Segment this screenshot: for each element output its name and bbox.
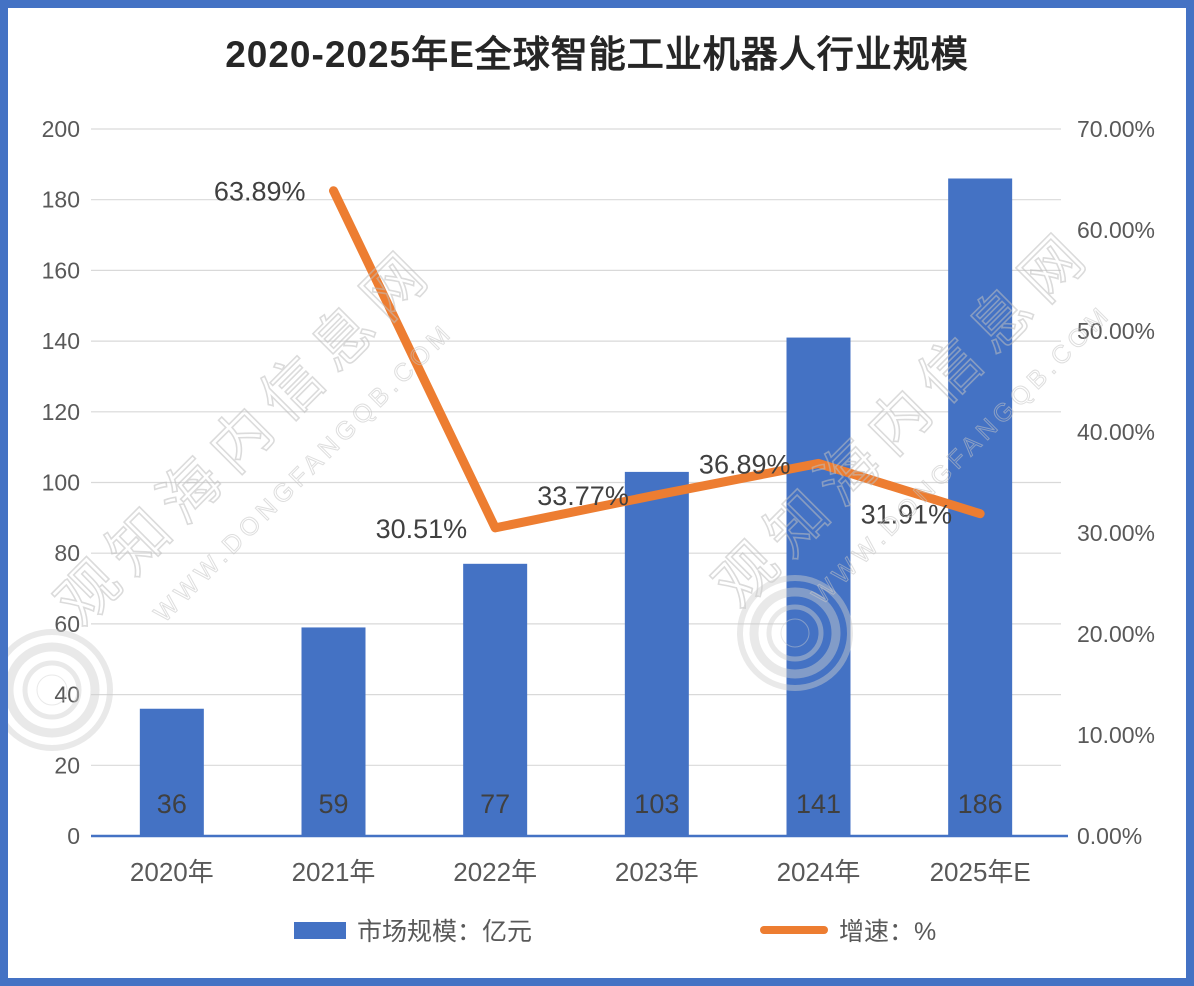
growth-rate-label: 31.91% [861,500,953,530]
y-axis-left-tick-label: 80 [54,540,80,566]
y-axis-left-tick-label: 180 [42,187,80,213]
legend-item-growth-rate: 增速：% [760,914,936,946]
growth-rate-label: 63.89% [214,177,306,207]
legend-item-market-size: 市场规模：亿元 [294,914,532,946]
growth-rate-label: 33.77% [537,481,629,511]
x-axis-label: 2022年 [453,857,537,887]
y-axis-left-tick-label: 40 [54,682,80,708]
bar-2020年 [139,708,204,836]
bar-2024年 [786,337,851,836]
y-axis-left-tick-label: 120 [42,399,80,425]
bar-value-label: 141 [796,789,841,819]
bar-value-label: 103 [634,789,679,819]
bar-2022年 [463,563,528,836]
legend-marker-line-icon [760,926,828,934]
bar-value-label: 59 [318,789,348,819]
bar-2023年 [624,471,689,836]
watermark-text-cn: 观知海内信息网 [702,216,1106,620]
bar-value-label: 36 [157,789,187,819]
y-axis-right-tick-label: 40.00% [1077,419,1155,445]
legend-label-market-size: 市场规模：亿元 [357,918,533,946]
y-axis-left-tick-label: 100 [42,470,80,496]
growth-rate-label: 36.89% [699,449,791,479]
watermark-stamp-left-icon [0,629,113,751]
watermark-text-cn: 观知海内信息网 [44,234,448,638]
chart-title: 2020-2025年E全球智能工业机器人行业规模 [225,34,969,75]
bar-2021年 [301,627,366,836]
y-axis-left-tick-label: 0 [67,823,80,849]
y-axis-left-tick-label: 20 [54,752,80,778]
x-axis-label: 2023年 [615,857,699,887]
y-axis-right-tick-label: 0.00% [1077,823,1142,849]
x-axis-label: 2021年 [292,857,376,887]
y-axis-left-tick-label: 140 [42,328,80,354]
growth-rate-label: 30.51% [376,514,468,544]
y-axis-right-tick-label: 30.00% [1077,520,1155,546]
x-axis-label: 2025年E [930,857,1031,887]
y-axis-right-tick-label: 20.00% [1077,621,1155,647]
growth-rate-line [329,186,985,533]
y-axis-right-tick-label: 70.00% [1077,116,1155,142]
watermark-stamp-right-icon [737,575,853,691]
y-axis-right-tick-label: 60.00% [1077,217,1155,243]
legend-label-growth-rate: 增速：% [839,918,937,946]
legend-marker-bar-icon [294,921,346,939]
watermark-left: 观知海内信息网 WWW.DONGFANGQB.COM [43,233,460,638]
x-axis-label: 2024年 [777,857,861,887]
y-axis-left-tick-label: 60 [54,611,80,637]
y-axis-left-tick-label: 200 [42,116,80,142]
y-axis-right-tick-label: 50.00% [1077,318,1155,344]
bar-value-label: 77 [480,789,510,819]
bar-value-label: 186 [958,789,1003,819]
y-axis-right-tick-label: 10.00% [1077,722,1155,748]
plot-area: 0 20 40 60 80 100 120 140 160 180 200 0.00% 10.00% 20… [42,116,1155,887]
y-axis-left-tick-label: 160 [42,257,80,283]
x-axis-label: 2020年 [130,857,214,887]
